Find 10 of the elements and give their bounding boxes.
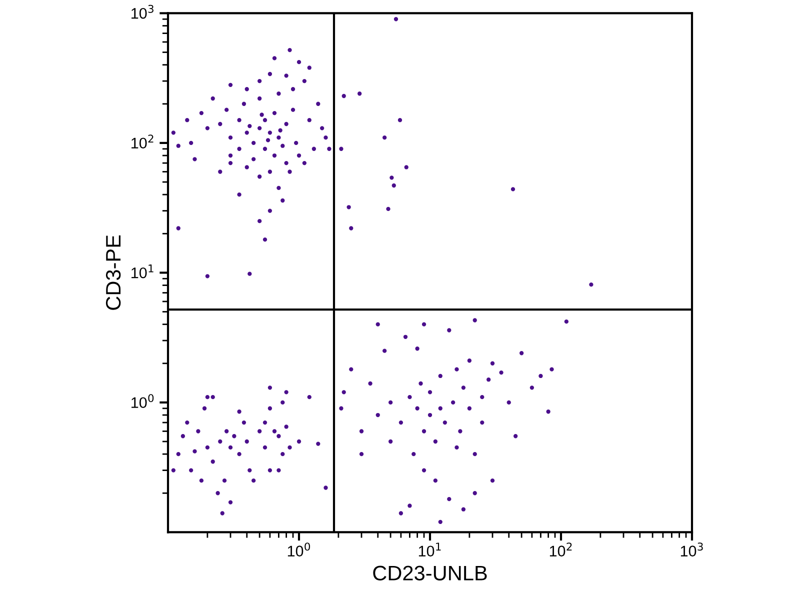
x-tick-label: 10$^{3}$ [680,542,703,556]
x-tick-label: 10$^{1}$ [418,542,441,557]
y-tick-label: 10$^{2}$ [132,134,154,149]
x-tick-label: 10$^{2}$ [550,542,572,556]
x-axis-title: CD23-UNLB [373,566,487,580]
y-axis-title: CD3-PE [106,235,121,310]
y-tick-label: 10$^{0}$ [132,394,154,408]
y-tick-label: 10$^{1}$ [132,264,154,278]
y-tick-label: 10$^{3}$ [132,4,154,19]
x-tick-label: 10$^{0}$ [288,542,310,556]
